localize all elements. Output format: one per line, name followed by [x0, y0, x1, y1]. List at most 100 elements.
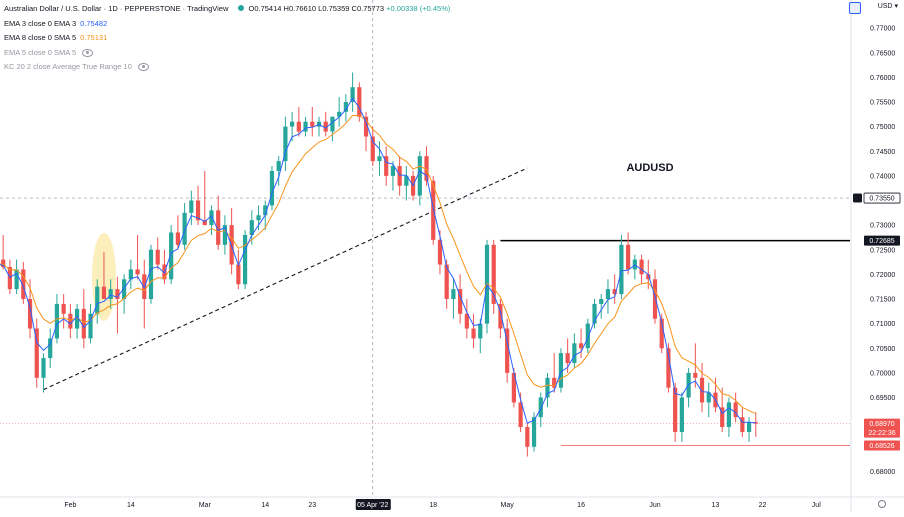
x-tick-label: Jul — [812, 502, 821, 509]
candle-body — [652, 279, 658, 319]
candle-body — [296, 121, 301, 132]
ema-fast-line — [0, 97, 756, 424]
x-tick-label: 23 — [308, 502, 316, 509]
hidden-eye-icon[interactable] — [82, 48, 94, 57]
candle-body — [88, 313, 93, 339]
y-tick-label: 0.73000 — [870, 223, 895, 230]
candle-body — [377, 156, 382, 162]
candle-body — [444, 264, 449, 299]
candle-body — [397, 166, 402, 186]
candle-body — [350, 87, 355, 102]
y-tick-label: 0.71000 — [870, 321, 895, 328]
y-tick-label: 0.75000 — [870, 124, 895, 131]
ohlc-change: +0.00338 (+0.45%) — [386, 4, 451, 13]
x-tick-label: 14 — [127, 502, 135, 509]
candle-body — [7, 266, 12, 290]
indicator-kc[interactable]: KC 20 2 close Average True Range 10 — [4, 60, 450, 75]
candle-body — [639, 259, 644, 275]
countdown-label-text: 22:22:36 — [868, 430, 895, 437]
candle-body — [195, 200, 201, 221]
y-tick-label: 0.72000 — [870, 272, 895, 279]
gear-icon[interactable] — [878, 500, 886, 508]
price-label-icon — [853, 193, 862, 203]
x-tick-label: 16 — [577, 502, 585, 509]
candle-body — [390, 166, 396, 176]
candle-body — [290, 121, 295, 127]
candle-body — [249, 220, 254, 235]
candle-body — [458, 289, 463, 314]
candle-body — [659, 318, 664, 349]
legend-symbol-row[interactable]: Australian Dollar / U.S. Dollar · 1D · P… — [4, 2, 450, 17]
candle-body — [21, 269, 26, 299]
indicator-label: EMA 3 close 0 EMA 3 — [4, 18, 77, 28]
candle-body — [128, 269, 133, 280]
candle-body — [276, 161, 281, 171]
trend-line — [43, 167, 528, 391]
candle-body — [216, 210, 221, 245]
candle-body — [310, 121, 315, 127]
candle-body — [242, 234, 248, 285]
candle-body — [599, 299, 604, 304]
candle-body — [471, 328, 476, 339]
price-label-badge — [864, 235, 900, 246]
indicator-ema8[interactable]: EMA 8 close 0 SMA 5 0.75131 — [4, 31, 450, 46]
y-tick-label: 0.74000 — [870, 173, 895, 180]
candle-body — [531, 417, 537, 447]
chevron-down-icon: ▾ — [894, 3, 898, 10]
candle-body — [686, 372, 691, 398]
candle-body — [605, 289, 611, 299]
chart-legend: Australian Dollar / U.S. Dollar · 1D · P… — [4, 2, 450, 75]
candle-body — [148, 249, 154, 299]
candle-body — [81, 308, 86, 339]
price-label-text: 0.72685 — [869, 238, 894, 245]
candle-body — [612, 289, 617, 295]
x-tick-label: 05 Apr '22 — [357, 502, 388, 509]
candle-body — [108, 289, 113, 299]
candle-body — [135, 269, 140, 275]
indicator-ema3[interactable]: EMA 3 close 0 EMA 3 0.75482 — [4, 17, 450, 32]
ohlc-close: C0.75773 — [351, 4, 385, 13]
calculator-icon[interactable] — [849, 2, 861, 14]
indicator-value: 0.75482 — [80, 18, 108, 28]
y-tick-label: 0.77000 — [870, 26, 895, 33]
candle-body — [41, 358, 46, 378]
candle-body — [155, 249, 160, 265]
candle-body — [558, 353, 564, 388]
hidden-eye-icon[interactable] — [137, 63, 149, 72]
candle-body — [303, 121, 308, 132]
candle-body — [182, 212, 187, 245]
indicator-value: 0.75131 — [80, 33, 108, 42]
candle-body — [337, 111, 342, 117]
candle-body — [256, 215, 261, 221]
ohlc-values: O0.75414 H0.76610 L0.75359 C0.75773 +0.0… — [238, 2, 450, 17]
candle-body — [518, 402, 523, 428]
price-label-badge — [864, 418, 900, 438]
candle-body — [68, 313, 73, 329]
candle-body — [699, 377, 705, 403]
y-tick-label: 0.71500 — [870, 297, 895, 304]
y-tick-label: 0.74500 — [870, 149, 895, 156]
candle-body — [706, 392, 711, 403]
candle-body — [384, 156, 389, 176]
indicator-label: EMA 5 close 0 SMA 5 — [4, 47, 77, 57]
currency-selector[interactable]: USD ▾ — [878, 2, 898, 11]
ema-slow-line — [0, 114, 756, 415]
symbol-title[interactable]: Australian Dollar / U.S. Dollar · 1D · P… — [4, 4, 229, 13]
candle-body — [61, 303, 66, 314]
indicator-ema5[interactable]: EMA 5 close 0 SMA 5 — [4, 46, 450, 61]
candle-body — [565, 353, 570, 364]
candle-body — [370, 136, 375, 162]
candle-body — [578, 343, 584, 349]
candle-body — [666, 348, 671, 388]
candle-body — [283, 126, 288, 162]
candle-body — [222, 225, 228, 245]
candle-body — [498, 303, 503, 329]
candle-body — [209, 210, 214, 226]
price-label-text: 0.68526 — [869, 443, 894, 450]
candle-body — [478, 323, 483, 339]
audusd-annotation: AUDUSD — [626, 162, 673, 174]
price-label-text: 0.68970 — [869, 421, 894, 428]
candle-body — [54, 303, 60, 339]
